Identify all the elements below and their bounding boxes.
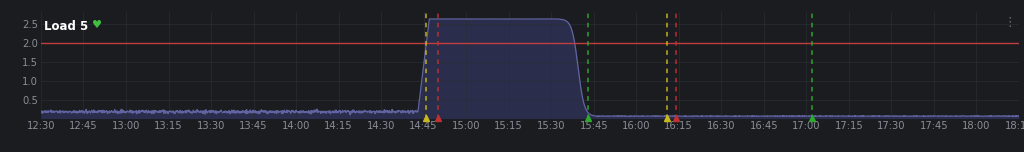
Text: ⋮: ⋮ — [1004, 16, 1016, 29]
Text: ♥: ♥ — [92, 20, 101, 30]
Text: Load 5: Load 5 — [44, 20, 88, 33]
